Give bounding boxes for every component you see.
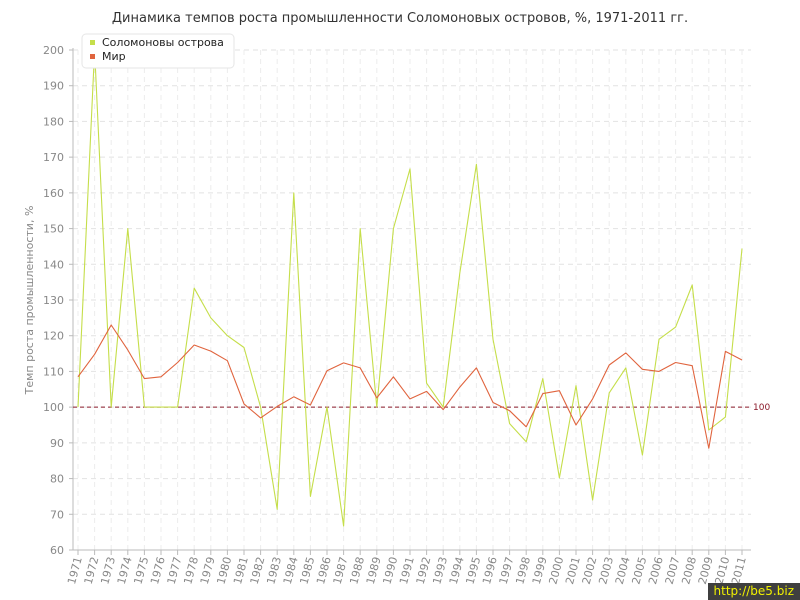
chart-title: Динамика темпов роста промышленности Сол… — [111, 11, 689, 26]
legend-marker-2 — [90, 54, 95, 59]
axes: 60 70 80 90 100 110 120 130 140 150 160 170 180 190 20… — [23, 44, 751, 586]
y-tick-label: 200 — [43, 44, 64, 57]
x-tick-label: 2011 — [729, 555, 749, 585]
watermark-link[interactable]: http://be5.biz — [707, 583, 800, 600]
y-tick-label: 160 — [43, 187, 64, 200]
legend-box — [81, 33, 235, 69]
legend-label-2: Мир — [102, 50, 126, 63]
y-tick-label: 150 — [43, 223, 64, 236]
series-lines: 100 — [73, 49, 770, 527]
series-line-1 — [77, 49, 743, 527]
y-tick-label: 170 — [43, 151, 64, 164]
grid — [73, 49, 751, 551]
y-tick-label: 110 — [43, 365, 64, 378]
y-axis-label: Темп роста промышленности, % — [23, 206, 36, 396]
y-tick-label: 80 — [50, 473, 64, 486]
reference-line-label: 100 — [753, 403, 770, 413]
y-tick-label: 100 — [43, 401, 64, 414]
y-tick-label: 90 — [50, 437, 64, 450]
y-tick-label: 60 — [50, 544, 64, 557]
y-tick-label: 180 — [43, 115, 64, 128]
legend-label-1: Соломоновы острова — [102, 36, 224, 49]
y-tick-label: 190 — [43, 80, 64, 93]
y-tick-label: 140 — [43, 258, 64, 271]
y-tick-label: 120 — [43, 330, 64, 343]
y-tick-label: 70 — [50, 508, 64, 521]
series-line-2 — [77, 324, 743, 449]
y-tick-label: 130 — [43, 294, 64, 307]
legend-marker-1 — [90, 40, 95, 45]
